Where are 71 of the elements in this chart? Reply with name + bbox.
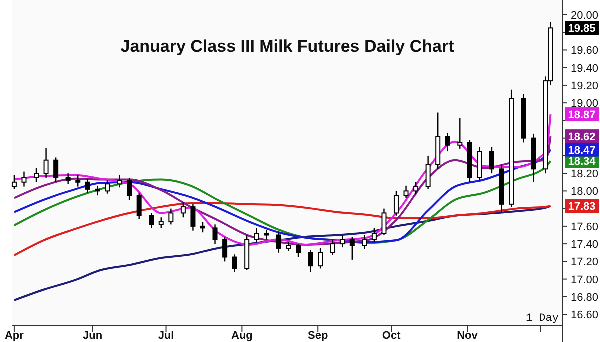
candlestick <box>254 228 260 243</box>
candlestick <box>180 202 186 218</box>
candlestick <box>445 132 450 152</box>
candlestick <box>489 146 494 174</box>
y-tick-label: 19.40 <box>571 62 599 75</box>
annotation: 1 Day <box>526 313 560 325</box>
y-tick-label: 19.60 <box>571 45 599 58</box>
y-tick-label: 17.60 <box>571 221 599 234</box>
candlestick <box>168 208 174 226</box>
line-series <box>13 205 552 302</box>
x-tick-label: Apr <box>4 330 25 342</box>
text: 19.85 <box>568 23 596 36</box>
candlestick <box>414 182 419 196</box>
candlestick <box>232 254 238 273</box>
x-tick-label: Sep <box>308 330 328 342</box>
candlestick <box>458 117 463 150</box>
y-tick-label: 20.00 <box>571 10 599 22</box>
x-tick-label: Aug <box>232 330 253 342</box>
data-label: 18.47 <box>568 144 596 157</box>
text: January Class III Milk Futures Daily Chart <box>120 37 455 56</box>
y-tick-label: 16.80 <box>571 292 599 304</box>
candlestick <box>158 217 164 229</box>
y-tick-label: 17.00 <box>571 274 599 286</box>
candlestick <box>382 208 387 236</box>
candlestick <box>394 190 399 216</box>
candlestick <box>200 221 206 234</box>
candlestick <box>330 240 336 256</box>
candlestick <box>318 248 324 270</box>
candlestick <box>212 224 218 245</box>
candlestick <box>276 232 282 254</box>
data-label: 18.62 <box>568 132 596 144</box>
candlestick <box>34 168 39 183</box>
candlestick <box>105 180 110 194</box>
candlestick <box>340 234 346 248</box>
x-tick-label: Oct <box>382 330 402 342</box>
x-tick-label: Nov <box>457 330 479 342</box>
candlestick <box>190 204 196 232</box>
candlestick <box>372 228 377 243</box>
candlestick <box>117 174 122 188</box>
candlestick <box>54 157 59 183</box>
y-tick-label: 18.00 <box>571 186 599 198</box>
candlestick <box>404 185 409 199</box>
candlestick <box>12 174 17 190</box>
candlestick <box>76 174 81 188</box>
candlestick <box>308 250 314 273</box>
candlestick <box>149 212 154 229</box>
candlestick <box>264 229 270 240</box>
data-label: 18.87 <box>568 110 596 122</box>
candlestick <box>95 185 100 196</box>
data-label: 18.34 <box>568 156 597 168</box>
y-tick-label: 16.60 <box>571 310 599 322</box>
candlestick <box>296 243 302 258</box>
candlestick <box>362 234 368 250</box>
candlestick <box>44 147 49 179</box>
y-tick-label: 19.00 <box>571 98 599 110</box>
y-tick-label: 17.40 <box>571 239 599 252</box>
candlestick <box>222 236 228 262</box>
data-label: 17.83 <box>568 201 596 214</box>
candlestick <box>127 177 132 201</box>
x-tick-label: Jun <box>83 330 103 342</box>
x-tick-label: Jul <box>158 330 174 342</box>
candlestick <box>136 192 142 220</box>
y-tick-label: 18.20 <box>571 168 599 181</box>
candlestick <box>22 171 27 188</box>
candlestick <box>350 236 355 261</box>
line-series <box>13 202 552 257</box>
y-tick-label: 19.20 <box>571 80 599 92</box>
candlestick <box>66 172 71 185</box>
candlestick <box>426 155 431 190</box>
y-tick-label: 17.20 <box>571 256 599 269</box>
candlestick <box>85 178 90 194</box>
